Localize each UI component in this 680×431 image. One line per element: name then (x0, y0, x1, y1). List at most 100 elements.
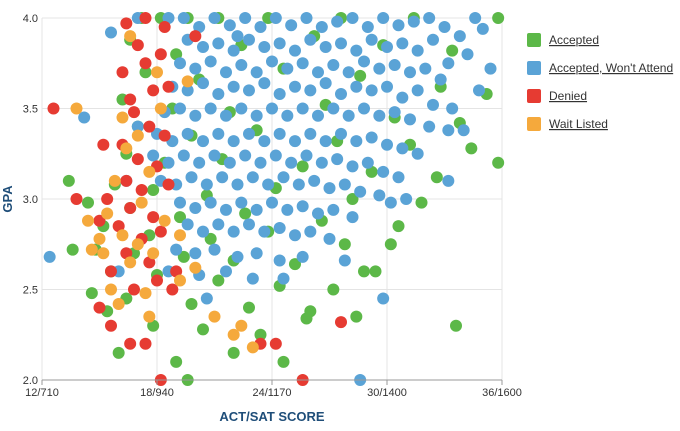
data-point-accepted-won-t-attend (423, 120, 436, 133)
data-point-accepted-won-t-attend (381, 138, 393, 151)
data-point-denied (147, 211, 160, 224)
data-point-accepted-won-t-attend (312, 66, 324, 79)
data-point-accepted-won-t-attend (281, 109, 294, 122)
data-point-accepted-won-t-attend (446, 102, 459, 115)
data-point-accepted-won-t-attend (235, 196, 248, 209)
data-point-wait-listed (116, 111, 129, 124)
data-point-accepted-won-t-attend (484, 62, 497, 75)
data-point-accepted-won-t-attend (197, 135, 209, 148)
data-point-accepted-won-t-attend (204, 196, 217, 209)
data-point-accepted (492, 156, 505, 169)
data-point-accepted-won-t-attend (131, 120, 144, 133)
data-point-accepted-won-t-attend (250, 109, 263, 122)
legend-label[interactable]: Accepted, Won't Attend (549, 61, 673, 75)
data-point-wait-listed (151, 66, 163, 79)
data-point-accepted (350, 310, 363, 323)
data-point-accepted (227, 346, 240, 359)
data-point-accepted-won-t-attend (189, 109, 202, 122)
data-point-accepted-won-t-attend (177, 149, 190, 162)
data-point-accepted-won-t-attend (208, 12, 221, 24)
data-point-accepted-won-t-attend (312, 109, 324, 122)
data-point-accepted (147, 319, 160, 332)
data-point-accepted-won-t-attend (212, 127, 225, 140)
data-point-accepted-won-t-attend (177, 12, 190, 24)
data-point-accepted-won-t-attend (319, 77, 332, 90)
data-point-accepted-won-t-attend (308, 174, 321, 187)
data-point-accepted-won-t-attend (220, 109, 232, 122)
data-point-accepted (204, 232, 217, 245)
data-point-accepted-won-t-attend (181, 127, 194, 140)
data-point-accepted-won-t-attend (200, 292, 213, 305)
data-point-accepted-won-t-attend (419, 62, 432, 75)
data-point-accepted (82, 196, 94, 209)
data-point-accepted-won-t-attend (461, 48, 474, 61)
data-point-denied (147, 84, 160, 97)
legend-label[interactable]: Accepted (549, 33, 599, 47)
data-point-accepted-won-t-attend (227, 44, 240, 57)
data-point-accepted-won-t-attend (373, 109, 386, 122)
data-point-accepted-won-t-attend (243, 33, 255, 46)
data-point-accepted-won-t-attend (350, 80, 363, 93)
data-point-accepted-won-t-attend (335, 127, 347, 140)
data-point-denied (120, 174, 133, 187)
data-point-accepted-won-t-attend (162, 156, 175, 169)
data-point-wait-listed (112, 297, 125, 310)
data-point-accepted-won-t-attend (358, 102, 370, 115)
data-point-accepted-won-t-attend (269, 149, 282, 162)
data-point-accepted-won-t-attend (473, 84, 485, 97)
legend-swatch (527, 117, 541, 131)
data-point-accepted-won-t-attend (227, 80, 240, 93)
data-point-wait-listed (85, 243, 98, 256)
data-point-accepted-won-t-attend (427, 33, 439, 46)
data-point-accepted-won-t-attend (423, 12, 436, 24)
data-point-accepted-won-t-attend (392, 19, 405, 32)
data-point-accepted-won-t-attend (338, 254, 351, 267)
data-point-accepted-won-t-attend (335, 88, 347, 101)
data-point-wait-listed (139, 287, 152, 300)
data-point-denied (120, 17, 133, 30)
data-point-wait-listed (143, 310, 156, 323)
data-point-accepted-won-t-attend (296, 250, 309, 263)
data-point-denied (269, 337, 282, 350)
data-point-accepted-won-t-attend (331, 15, 344, 28)
data-point-accepted-won-t-attend (438, 21, 451, 34)
data-point-denied (101, 193, 114, 205)
data-point-accepted-won-t-attend (312, 207, 324, 220)
data-point-wait-listed (189, 261, 202, 274)
legend-label[interactable]: Denied (549, 89, 587, 103)
data-point-denied (135, 183, 148, 196)
data-point-accepted-won-t-attend (476, 22, 489, 35)
data-point-accepted-won-t-attend (327, 203, 340, 216)
data-point-denied (105, 265, 117, 278)
data-point-accepted-won-t-attend (323, 182, 336, 195)
x-tick-label: 12/710 (25, 387, 59, 399)
data-point-accepted-won-t-attend (350, 135, 363, 148)
data-point-accepted-won-t-attend (250, 203, 263, 216)
data-point-accepted (62, 174, 75, 187)
data-point-accepted-won-t-attend (254, 21, 267, 34)
data-point-accepted (338, 238, 351, 251)
data-point-accepted-won-t-attend (243, 127, 255, 140)
data-point-accepted-won-t-attend (208, 243, 221, 256)
data-point-wait-listed (108, 174, 121, 187)
data-point-accepted-won-t-attend (250, 66, 263, 79)
data-point-wait-listed (143, 165, 156, 178)
data-point-accepted (212, 274, 225, 287)
data-point-accepted-won-t-attend (338, 178, 351, 191)
y-tick-label: 2.5 (23, 285, 38, 297)
data-point-accepted-won-t-attend (246, 272, 259, 285)
legend-label[interactable]: Wait Listed (549, 117, 608, 131)
data-point-accepted-won-t-attend (269, 12, 282, 24)
data-point-accepted-won-t-attend (350, 44, 363, 57)
data-point-accepted-won-t-attend (457, 124, 470, 137)
data-point-accepted-won-t-attend (254, 156, 267, 169)
data-point-denied (112, 220, 125, 233)
data-point-accepted-won-t-attend (388, 106, 401, 119)
data-point-denied (139, 57, 152, 70)
data-point-denied (120, 247, 133, 260)
data-point-accepted-won-t-attend (289, 44, 301, 57)
data-point-accepted (197, 323, 209, 336)
data-point-accepted-won-t-attend (469, 12, 482, 24)
data-point-wait-listed (227, 328, 240, 341)
data-point-accepted-won-t-attend (204, 102, 217, 115)
